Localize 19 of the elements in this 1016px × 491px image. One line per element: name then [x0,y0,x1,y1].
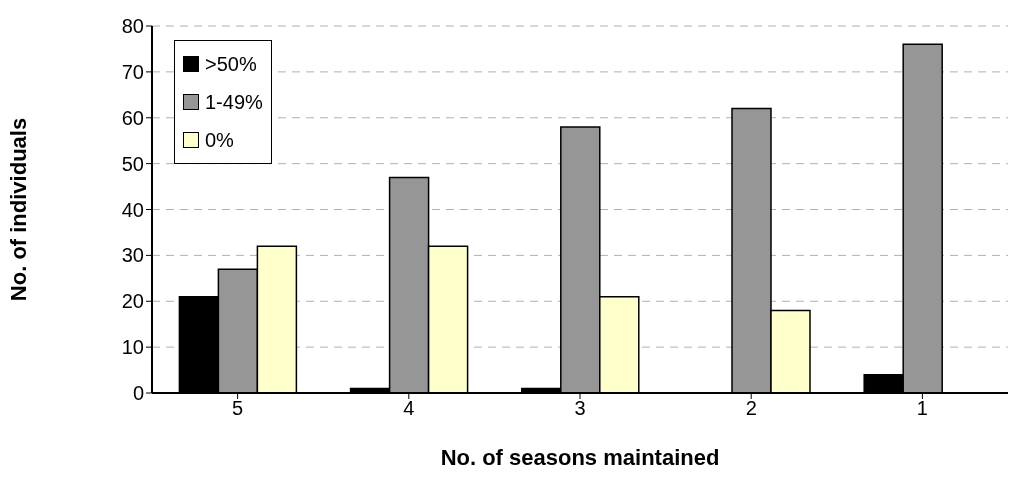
y-tick-label: 30 [121,244,144,267]
y-tick-label: 40 [121,198,144,221]
x-tick-label: 3 [574,397,586,420]
y-tick-label: 0 [132,382,144,405]
y-tick-label: 10 [121,336,144,359]
legend-label: 0% [205,128,234,153]
y-tick-label: 70 [121,60,144,83]
y-tick-label: 80 [121,15,144,38]
legend-label: 1-49% [205,90,263,115]
y-tick-label: 50 [121,152,144,175]
x-tick-label: 2 [745,397,757,420]
x-tick-label: 4 [403,397,415,420]
y-tick-label: 60 [121,106,144,129]
y-tick-label: 20 [121,290,144,313]
y-axis-title: No. of individuals [5,117,31,302]
x-tick-label: 5 [232,397,244,420]
x-axis-title: No. of seasons maintained [440,445,720,470]
legend-label: >50% [205,52,257,77]
x-tick-label: 1 [916,397,928,420]
